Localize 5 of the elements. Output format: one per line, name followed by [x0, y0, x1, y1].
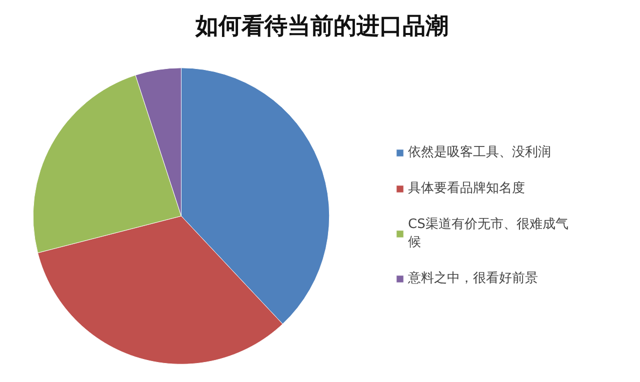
- legend-label: 意料之中，很看好前景: [408, 270, 538, 287]
- legend-label: 具体要看品牌知名度: [408, 180, 525, 197]
- legend-label: CS渠道有价无市、很难成气候: [408, 216, 568, 251]
- chart-title: 如何看待当前的进口品潮: [194, 12, 448, 40]
- legend-label: 依然是吸客工具、没利润: [408, 144, 551, 161]
